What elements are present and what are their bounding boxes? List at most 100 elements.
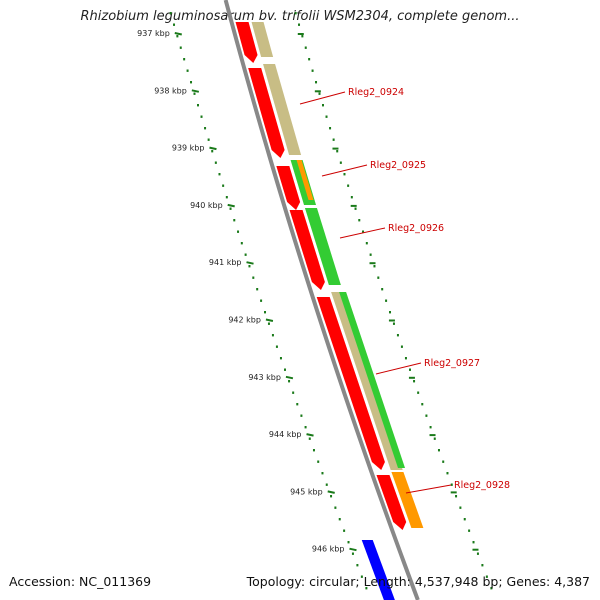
- tick-dot: [308, 437, 311, 440]
- leader-line: [375, 362, 422, 375]
- cds-arrow[interactable]: [276, 166, 301, 210]
- tick-label: 938 kbp: [154, 86, 187, 95]
- backbone-line: [223, 0, 420, 600]
- gene-feature[interactable]: [391, 472, 424, 528]
- tick-dot: [275, 345, 278, 348]
- tick-ruler: 937 kbp 938 kbp 939 kbp 940 kbp 941 kbp 942 k…: [137, 12, 493, 590]
- outer-tick-dot: [308, 58, 311, 61]
- tick-label: 937 kbp: [137, 29, 170, 38]
- outer-tick-dot: [350, 196, 353, 199]
- tick-dot: [222, 184, 225, 187]
- tick-dot: [351, 552, 354, 555]
- outer-tick-dot: [429, 426, 432, 429]
- outer-tick-dot: [404, 357, 407, 360]
- gene-feature[interactable]: [304, 208, 341, 285]
- tick-label: 944 kbp: [269, 430, 302, 439]
- gene-label-rleg2_0925[interactable]: Rleg2_0925: [370, 160, 426, 171]
- tick-dot: [343, 529, 346, 532]
- cds-arrow[interactable]: [235, 22, 258, 63]
- outer-tick-dot: [336, 150, 339, 153]
- outer-tick-dot: [413, 380, 416, 383]
- major-tick: [327, 490, 335, 494]
- outer-tick-dot: [318, 92, 321, 95]
- tick-dot: [176, 35, 179, 38]
- major-tick: [246, 261, 254, 265]
- tick-dot: [248, 265, 251, 268]
- tick-dot: [200, 115, 203, 118]
- tick-dot: [283, 368, 286, 371]
- gene-label-rleg2_0927[interactable]: Rleg2_0927: [424, 358, 480, 369]
- tick-dot: [252, 276, 255, 279]
- outer-tick-dot: [301, 35, 304, 38]
- tick-dot: [256, 288, 259, 291]
- tick-dot: [338, 518, 341, 521]
- tick-dot: [207, 138, 210, 141]
- tick-dot: [279, 357, 282, 360]
- leader-line: [405, 484, 452, 494]
- gene-label-rleg2_0924[interactable]: Rleg2_0924: [348, 87, 404, 98]
- tick-dot: [304, 426, 307, 429]
- outer-tick-dot: [450, 483, 453, 486]
- gene-labels: Rleg2_0924 Rleg2_0925 Rleg2_0926 Rleg2_0927…: [299, 87, 510, 494]
- outer-tick-dot: [298, 23, 301, 26]
- major-tick: [174, 32, 182, 36]
- outer-tick-dot: [365, 242, 368, 245]
- tick-dot: [237, 230, 240, 233]
- tick-dot: [271, 334, 274, 337]
- outer-tick-dot: [339, 161, 342, 164]
- gene-label-rleg2_0928[interactable]: Rleg2_0928: [454, 480, 510, 491]
- major-tick: [191, 89, 200, 93]
- outer-tick-dot: [377, 276, 380, 279]
- outer-tick-dot: [472, 541, 475, 544]
- gene-feature[interactable]: [263, 64, 302, 155]
- cds-arrow[interactable]: [376, 475, 407, 530]
- tick-dot: [260, 299, 263, 302]
- outer-tick-dot: [343, 173, 346, 176]
- gene-feature[interactable]: [251, 22, 274, 57]
- tick-dot: [325, 483, 328, 486]
- cds-arrow[interactable]: [316, 297, 385, 470]
- gene-feature[interactable]: [296, 160, 314, 200]
- tick-label: 946 kbp: [312, 545, 345, 554]
- outer-tick-dot: [369, 253, 372, 256]
- gene-feature[interactable]: [339, 292, 406, 468]
- outer-tick-dot: [476, 552, 479, 555]
- outer-tick-dot: [373, 265, 376, 268]
- tick-label: 945 kbp: [290, 487, 323, 496]
- outer-tick-dot: [294, 12, 297, 15]
- tick-dot: [317, 460, 320, 463]
- tick-dot: [173, 23, 176, 26]
- tick-dot: [334, 506, 337, 509]
- outer-tick-dot: [485, 575, 488, 578]
- tick-dot: [360, 575, 363, 578]
- outer-tick-dot: [421, 403, 424, 406]
- outer-tick-dot: [396, 334, 399, 337]
- genome-backbone: [223, 0, 420, 600]
- tick-dot: [356, 564, 359, 567]
- outer-tick-dot: [455, 495, 458, 498]
- major-tick: [306, 433, 314, 437]
- leader-line: [339, 227, 386, 239]
- outer-tick-dot: [442, 460, 445, 463]
- tick-dot: [179, 46, 182, 49]
- tick-dot: [292, 391, 295, 394]
- outer-tick-dot: [408, 368, 411, 371]
- tick-dot: [330, 495, 333, 498]
- outer-tick-dot: [329, 127, 332, 130]
- outer-tick-dot: [347, 184, 350, 187]
- cds-arrow[interactable]: [248, 68, 285, 158]
- outer-tick-dot: [400, 345, 403, 348]
- tick-dot: [365, 587, 368, 590]
- gene-label-rleg2_0926[interactable]: Rleg2_0926: [388, 223, 444, 234]
- accession-text: Accession: NC_011369: [9, 574, 152, 589]
- tick-label: 941 kbp: [209, 258, 242, 267]
- outer-tick-dot: [389, 311, 392, 314]
- reverse-strand-feature[interactable]: [361, 540, 395, 600]
- outer-tick-dot: [321, 104, 324, 107]
- cds-arrow[interactable]: [289, 210, 325, 290]
- tick-label: 942 kbp: [228, 316, 261, 325]
- outer-tick-dot: [425, 414, 428, 417]
- outer-tick-dot: [325, 115, 328, 118]
- tick-dot: [288, 380, 291, 383]
